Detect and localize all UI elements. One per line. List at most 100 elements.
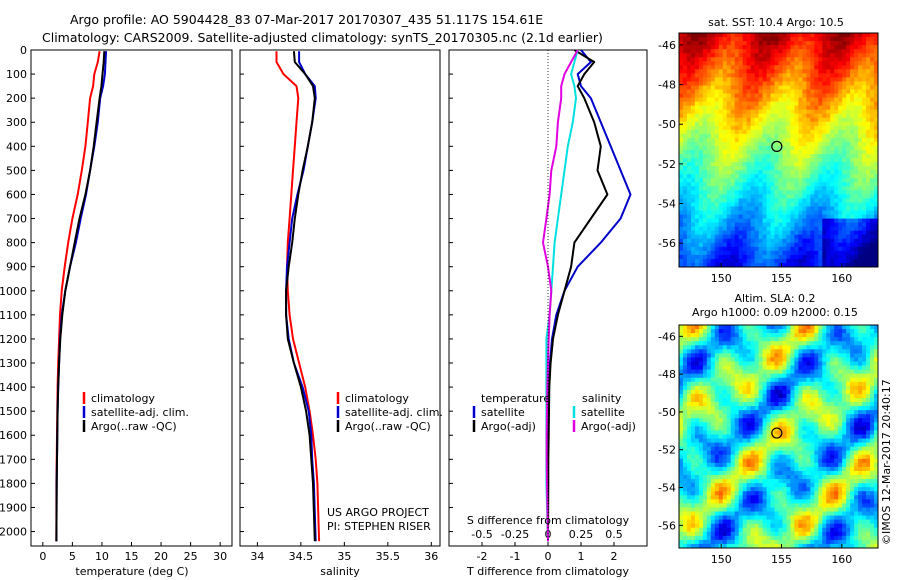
- sst-cell: [790, 210, 795, 215]
- sst-cell: [798, 150, 803, 155]
- sst-cell: [726, 57, 732, 62]
- sla-cell: [778, 325, 783, 330]
- sst-cell: [770, 170, 775, 175]
- sst-cell: [754, 186, 759, 191]
- sst-cell: [710, 97, 716, 102]
- sla-cell: [690, 479, 696, 484]
- sla-cell: [866, 333, 871, 338]
- sla-cell: [870, 385, 875, 391]
- sst-cell: [686, 117, 692, 123]
- sst-cell: [826, 170, 831, 175]
- sst-cell: [682, 230, 688, 236]
- sst-cell: [698, 242, 704, 248]
- sst-cell: [702, 262, 708, 267]
- sla-cell: [814, 369, 819, 375]
- sla-cell: [858, 349, 863, 354]
- sst-cell: [746, 121, 752, 127]
- sla-cell: [730, 393, 736, 399]
- sst-cell: [718, 57, 724, 62]
- sla-cell: [854, 442, 859, 448]
- sst-cell: [786, 250, 791, 256]
- sst-cell: [742, 206, 748, 211]
- sst-cell: [838, 242, 843, 248]
- sla-cell: [726, 333, 732, 338]
- sla-cell: [734, 406, 740, 411]
- sla-cell: [830, 430, 835, 435]
- sla-cell: [718, 406, 724, 411]
- sst-cell: [870, 109, 875, 115]
- sst-cell: [822, 150, 827, 155]
- sla-cell: [698, 397, 704, 403]
- sla-cell: [682, 434, 688, 439]
- sst-cell: [690, 105, 696, 111]
- sla-cell: [706, 466, 712, 472]
- sst-cell: [702, 226, 708, 232]
- sst-cell: [774, 41, 779, 46]
- sst-cell: [762, 226, 767, 232]
- sst-cell: [726, 262, 732, 267]
- sla-cell: [798, 406, 803, 411]
- sla-cell: [690, 365, 696, 370]
- sla-cell: [850, 397, 855, 403]
- sst-cell: [694, 81, 700, 86]
- sla-cell: [706, 410, 712, 415]
- sst-cell: [694, 262, 700, 267]
- sla-cell: [790, 430, 795, 435]
- sst-cell: [778, 65, 783, 70]
- difference-series: [542, 50, 632, 542]
- sla-cell: [710, 430, 716, 435]
- sla-cell: [706, 325, 712, 330]
- sst-cell: [694, 210, 700, 215]
- sst-cell: [698, 133, 704, 139]
- sla-cell: [782, 345, 787, 350]
- sla-cell: [794, 325, 799, 330]
- sla-cell: [750, 341, 756, 346]
- sst-cell: [774, 125, 779, 131]
- sla-cell: [830, 377, 835, 383]
- sla-cell: [682, 337, 688, 342]
- sla-cell: [758, 385, 763, 391]
- legend-label-t-argo: Argo(-adj): [481, 420, 536, 433]
- sla-cell: [854, 475, 859, 480]
- sst-cell: [690, 57, 696, 62]
- sla-cell: [690, 337, 696, 342]
- sla-cell: [794, 442, 799, 448]
- sst-cell: [698, 57, 704, 62]
- sla-cell: [826, 442, 831, 448]
- sst-cell: [862, 33, 867, 38]
- sla-cell: [846, 462, 851, 468]
- sla-cell: [822, 426, 827, 431]
- sst-cell: [738, 73, 744, 78]
- sla-cell: [679, 381, 684, 387]
- sla-cell: [850, 349, 855, 354]
- sst-cell: [778, 61, 783, 66]
- sla-cell: [814, 422, 819, 427]
- sst-cell: [742, 174, 748, 179]
- sla-cell: [686, 454, 692, 460]
- sla-cell: [750, 454, 756, 460]
- sst-cell: [790, 262, 795, 267]
- sla-cell: [782, 333, 787, 338]
- sst-cell: [802, 190, 807, 195]
- sst-cell: [702, 33, 708, 38]
- sst-cell: [870, 230, 875, 236]
- sst-cell: [766, 97, 771, 102]
- sla-cell: [758, 422, 763, 427]
- sst-cell: [842, 174, 847, 179]
- sst-cell: [858, 238, 863, 244]
- sla-cell: [722, 422, 728, 427]
- sst-cell: [806, 230, 811, 236]
- sst-cell: [794, 206, 799, 211]
- sla-cell: [738, 414, 744, 419]
- sla-cell: [822, 414, 827, 419]
- sst-cell: [822, 258, 827, 264]
- sst-cell: [686, 254, 692, 260]
- sla-cell: [790, 402, 795, 407]
- sla-cell: [758, 410, 763, 415]
- sst-cell: [818, 246, 823, 252]
- sst-cell: [702, 141, 708, 147]
- sst-cell: [830, 133, 835, 139]
- sst-cell: [702, 154, 708, 159]
- sst-cell: [838, 73, 843, 78]
- sst-cell: [774, 85, 779, 90]
